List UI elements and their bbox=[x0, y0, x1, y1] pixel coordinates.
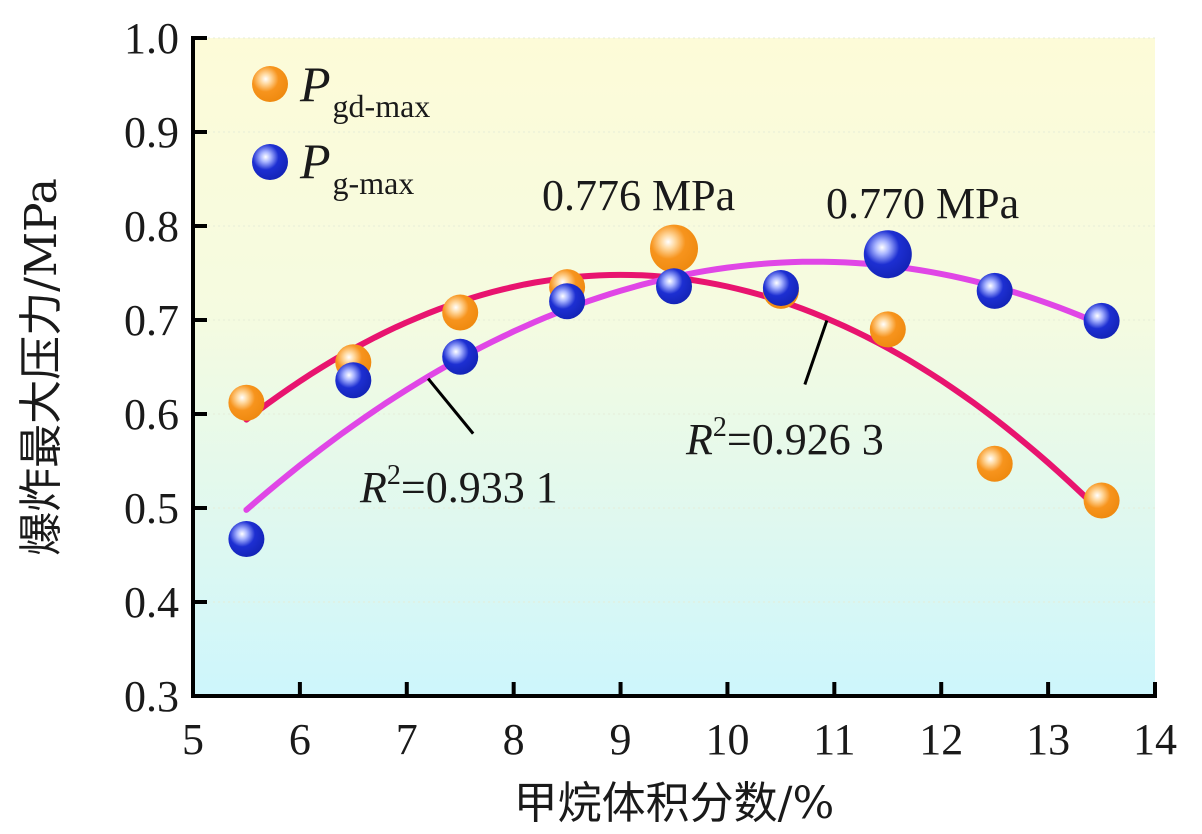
r2-label-pg-max-value: =0.933 1 bbox=[401, 463, 558, 512]
data-point-pg-max bbox=[762, 270, 799, 306]
y-tick-label: 0.4 bbox=[124, 578, 179, 627]
r2-label-pgd-max: R2=0.926 3 bbox=[685, 412, 884, 464]
x-tick-label: 5 bbox=[182, 715, 204, 764]
data-point-pgd-max-peak bbox=[650, 224, 698, 273]
data-point-pg-max bbox=[335, 362, 372, 399]
data-point-pg-max bbox=[228, 521, 265, 557]
y-tick-label: 0.9 bbox=[124, 108, 179, 157]
legend-label-pgd-max-main: P bbox=[299, 56, 331, 112]
data-point-pgd-max bbox=[228, 384, 265, 421]
r2-label-pgd-max-value: =0.926 3 bbox=[727, 415, 884, 464]
legend-marker-pg-max bbox=[252, 144, 288, 180]
legend-label-pg-max-sub: g-max bbox=[333, 165, 415, 201]
faint-gridlines bbox=[193, 37, 1155, 603]
r2-label-pgd-max-symbol: R bbox=[685, 415, 713, 464]
data-point-pg-max bbox=[656, 268, 692, 305]
data-point-pg-max bbox=[549, 283, 586, 320]
x-tick-label: 9 bbox=[610, 715, 632, 764]
x-tick-label: 8 bbox=[503, 715, 525, 764]
data-point-pg-max bbox=[1083, 302, 1120, 339]
data-points bbox=[228, 224, 1120, 557]
y-ticks: 0.3 0.4 0.5 0.6 0.7 0.8 0.9 1.0 bbox=[124, 14, 207, 721]
data-point-pgd-max bbox=[1083, 482, 1120, 519]
x-tick-label: 7 bbox=[396, 715, 418, 764]
legend-label-pgd-max-sub: gd-max bbox=[333, 88, 431, 124]
data-point-pg-max-peak bbox=[863, 230, 912, 279]
x-ticks: 5 6 7 8 9 10 11 12 13 14 bbox=[182, 682, 1177, 764]
leader-lines bbox=[426, 319, 829, 435]
x-tick-label: 11 bbox=[813, 715, 855, 764]
x-tick-label: 14 bbox=[1133, 715, 1177, 764]
x-axis-title: 甲烷体积分数/% bbox=[514, 778, 835, 829]
y-axis-title: 爆炸最大压力/MPa bbox=[16, 178, 67, 556]
r2-label-pg-max-symbol: R bbox=[359, 463, 387, 512]
data-point-pgd-max bbox=[976, 445, 1013, 482]
svg-text:Pg-max: Pg-max bbox=[299, 133, 414, 201]
r2-label-pg-max: R2=0.933 1 bbox=[359, 460, 558, 512]
legend-label-pg-max-main: P bbox=[299, 133, 331, 189]
x-tick-label: 12 bbox=[919, 715, 963, 764]
leader-line-pgd-max bbox=[803, 319, 829, 385]
data-point-pg-max bbox=[976, 272, 1013, 309]
x-tick-label: 13 bbox=[1026, 715, 1070, 764]
legend: Pgd-max Pg-max bbox=[252, 56, 430, 201]
x-tick-label: 10 bbox=[705, 715, 749, 764]
y-tick-label: 0.3 bbox=[124, 672, 179, 721]
annotation-peak-pgd-max: 0.776 MPa bbox=[542, 171, 735, 220]
r2-label-pgd-max-exponent: 2 bbox=[713, 412, 727, 443]
y-tick-label: 0.6 bbox=[124, 390, 179, 439]
leader-line-pg-max bbox=[426, 377, 475, 435]
svg-text:Pgd-max: Pgd-max bbox=[299, 56, 430, 124]
annotation-peak-pg-max: 0.770 MPa bbox=[826, 179, 1019, 228]
y-tick-label: 0.7 bbox=[124, 296, 179, 345]
data-point-pgd-max bbox=[869, 311, 906, 348]
x-tick-label: 6 bbox=[289, 715, 311, 764]
y-tick-label: 0.5 bbox=[124, 484, 179, 533]
r2-label-pg-max-exponent: 2 bbox=[387, 460, 401, 491]
legend-item-pgd-max: Pgd-max bbox=[252, 56, 430, 124]
legend-item-pg-max: Pg-max bbox=[252, 133, 414, 201]
data-point-pgd-max bbox=[442, 294, 479, 331]
legend-marker-pgd-max bbox=[252, 66, 288, 102]
y-tick-label: 1.0 bbox=[124, 14, 179, 63]
data-point-pg-max bbox=[442, 338, 479, 375]
y-tick-label: 0.8 bbox=[124, 202, 179, 251]
